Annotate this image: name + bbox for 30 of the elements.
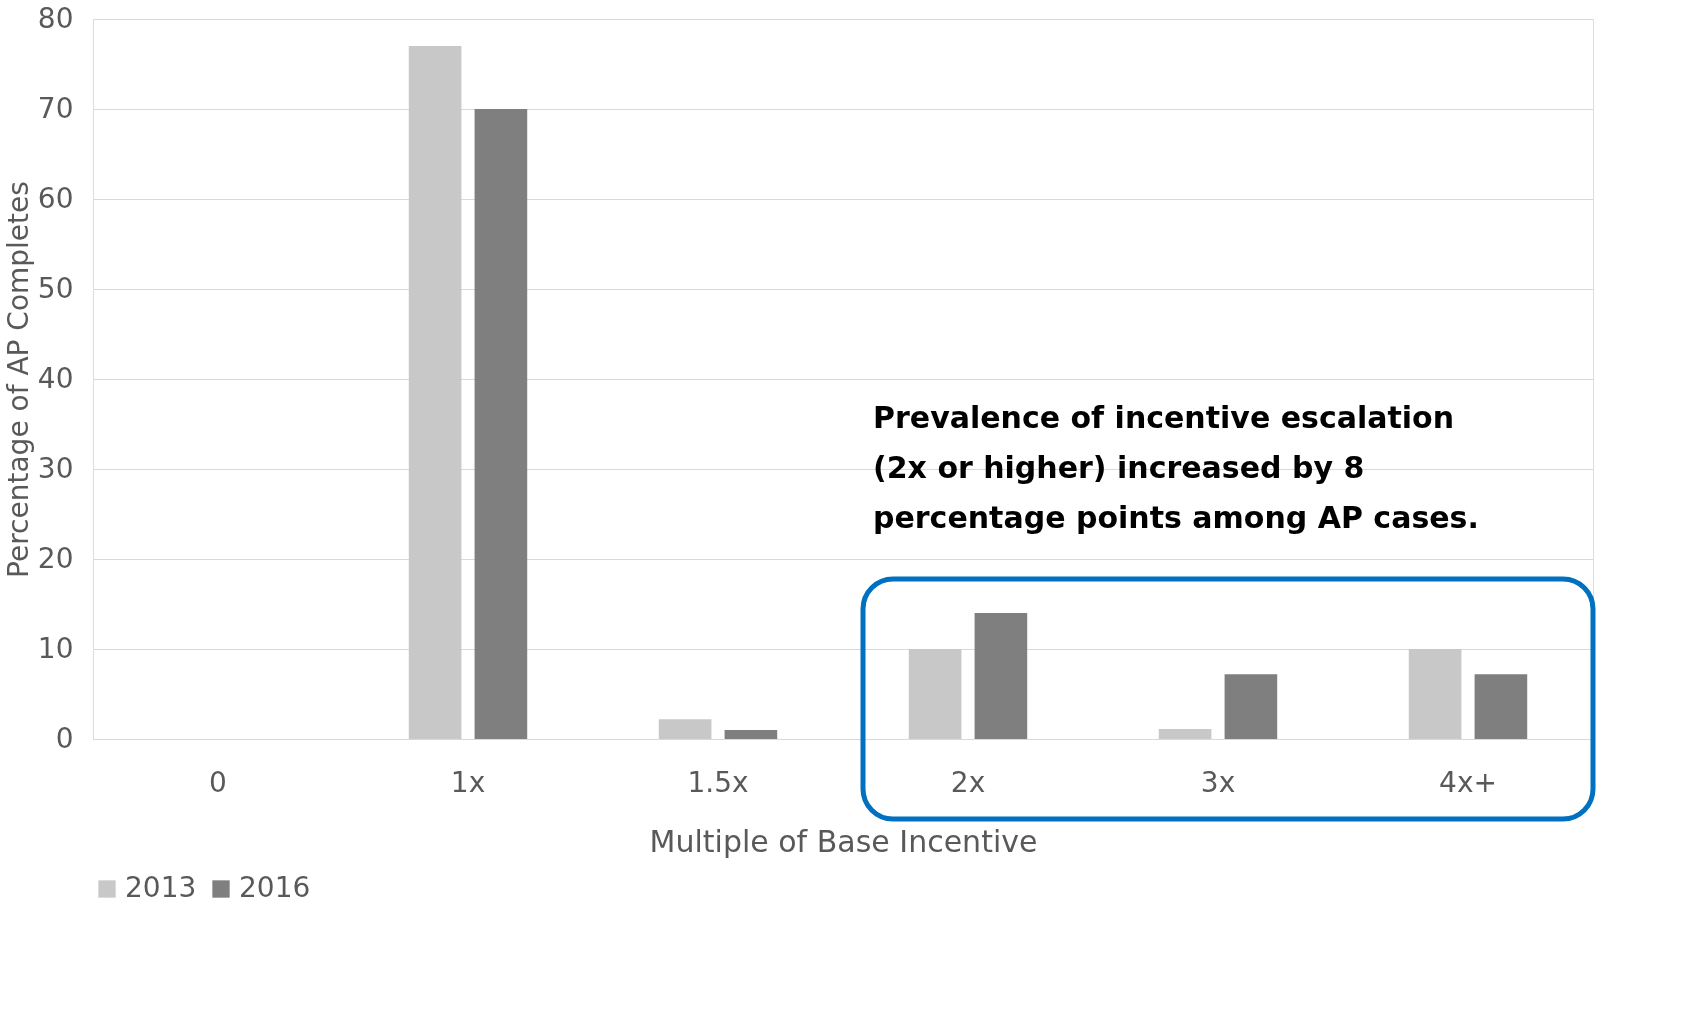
y-tick-label: 0 <box>55 721 74 755</box>
x-axis-title: Multiple of Base Incentive <box>649 823 1038 859</box>
y-tick-label: 30 <box>37 451 74 485</box>
y-tick-label: 40 <box>37 361 74 395</box>
bar <box>974 613 1028 739</box>
x-tick-label: 4x+ <box>1439 765 1497 799</box>
y-tick-label: 20 <box>37 541 74 575</box>
bar <box>1224 674 1278 739</box>
y-tick-label: 60 <box>37 181 74 215</box>
bar <box>724 730 778 739</box>
x-tick-label: 0 <box>209 765 227 799</box>
legend-label: 2016 <box>239 871 311 904</box>
y-tick-label: 50 <box>37 271 74 305</box>
x-tick-label: 1x <box>450 765 486 799</box>
y-axis-title: Percentage of AP Completes <box>1 181 35 578</box>
y-tick-label: 70 <box>37 91 74 125</box>
bar <box>1158 729 1212 739</box>
y-tick-label: 10 <box>37 631 74 665</box>
legend-label: 2013 <box>125 871 197 904</box>
y-tick-label: 80 <box>37 1 74 35</box>
bar <box>1474 674 1528 739</box>
bar <box>474 109 528 739</box>
annotation: Prevalence of incentive escalation (2x or higher) increased by 8 percentage points among AP cases. <box>873 400 1479 535</box>
bar <box>408 46 462 739</box>
x-tick-label: 1.5x <box>687 765 749 799</box>
bar <box>908 649 962 739</box>
bar <box>1408 649 1462 739</box>
x-tick-label: 3x <box>1200 765 1236 799</box>
bar <box>658 719 712 739</box>
x-tick-label: 2x <box>950 765 986 799</box>
